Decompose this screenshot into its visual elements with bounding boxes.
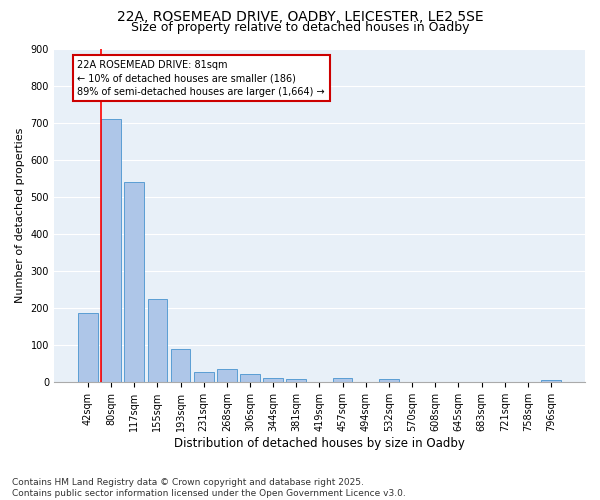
Bar: [541, 380, 561, 382]
Bar: [286, 380, 306, 382]
Bar: [101, 120, 121, 382]
Bar: [148, 299, 167, 382]
Text: Contains HM Land Registry data © Crown copyright and database right 2025.
Contai: Contains HM Land Registry data © Crown c…: [12, 478, 406, 498]
Bar: [263, 378, 283, 382]
Bar: [333, 378, 352, 382]
Bar: [78, 314, 98, 382]
Y-axis label: Number of detached properties: Number of detached properties: [15, 128, 25, 304]
Bar: [379, 380, 399, 382]
Bar: [194, 372, 214, 382]
Bar: [217, 368, 236, 382]
Bar: [170, 349, 190, 382]
Text: Size of property relative to detached houses in Oadby: Size of property relative to detached ho…: [131, 21, 469, 34]
Bar: [124, 182, 144, 382]
X-axis label: Distribution of detached houses by size in Oadby: Distribution of detached houses by size …: [174, 437, 465, 450]
Text: 22A, ROSEMEAD DRIVE, OADBY, LEICESTER, LE2 5SE: 22A, ROSEMEAD DRIVE, OADBY, LEICESTER, L…: [116, 10, 484, 24]
Text: 22A ROSEMEAD DRIVE: 81sqm
← 10% of detached houses are smaller (186)
89% of semi: 22A ROSEMEAD DRIVE: 81sqm ← 10% of detac…: [77, 60, 325, 96]
Bar: [240, 374, 260, 382]
